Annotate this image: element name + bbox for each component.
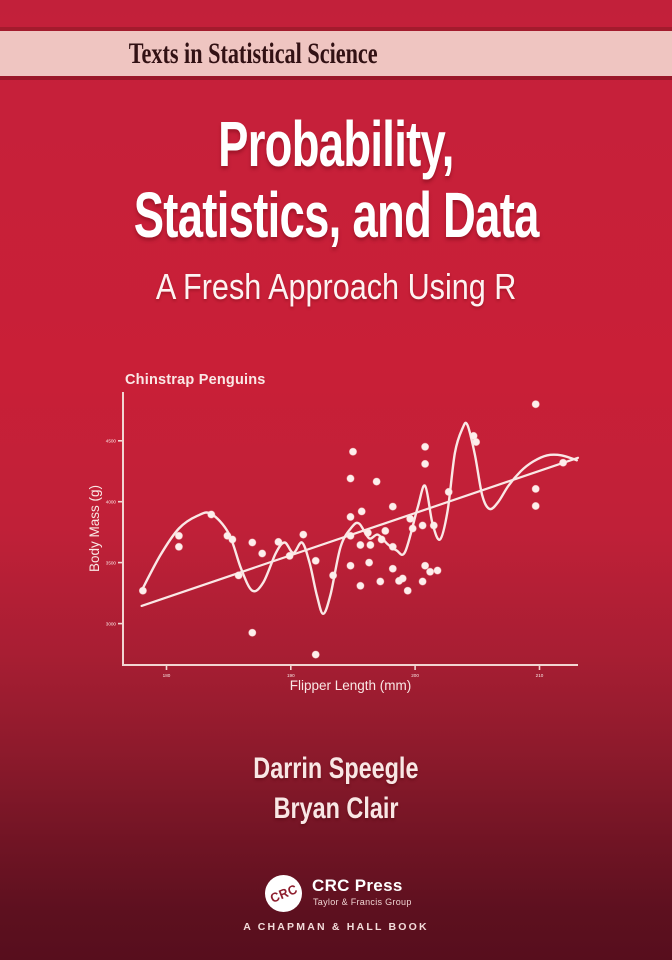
data-point xyxy=(348,447,357,456)
data-point xyxy=(531,501,540,510)
authors-block: Darrin Speegle Bryan Clair xyxy=(0,749,672,829)
chart-axes xyxy=(122,392,578,666)
data-point xyxy=(274,537,283,546)
data-point xyxy=(408,524,417,533)
data-point xyxy=(388,542,397,551)
data-point xyxy=(356,581,365,590)
data-point xyxy=(234,571,243,580)
data-point xyxy=(531,400,540,409)
data-point xyxy=(403,586,412,595)
data-point xyxy=(248,628,257,637)
data-point xyxy=(363,528,372,537)
data-point xyxy=(311,650,320,659)
author-1: Darrin Speegle xyxy=(0,749,672,789)
data-point xyxy=(381,526,390,535)
data-point xyxy=(559,458,568,467)
data-point xyxy=(421,561,430,570)
series-band: Texts in Statistical Science xyxy=(0,27,672,80)
y-axis-tick-label: 3500 xyxy=(106,560,117,565)
data-point xyxy=(472,437,481,446)
data-point xyxy=(388,564,397,573)
data-point xyxy=(346,474,355,483)
x-axis-label: Flipper Length (mm) xyxy=(290,678,412,693)
book-title-text-2: Statistics, and Data xyxy=(133,179,540,251)
book-subtitle-text: A Fresh Approach Using R xyxy=(155,266,517,307)
data-point xyxy=(299,530,308,539)
data-point xyxy=(377,535,386,544)
data-point xyxy=(418,577,427,586)
data-point xyxy=(398,574,407,583)
book-subtitle: A Fresh Approach Using R xyxy=(0,264,672,310)
data-point xyxy=(207,510,216,519)
smooth-curve xyxy=(140,421,578,615)
data-point xyxy=(329,571,338,580)
series-band-inner: Texts in Statistical Science xyxy=(0,31,506,76)
book-title-line-1: Probability, xyxy=(0,109,672,180)
data-point xyxy=(174,531,183,540)
data-point xyxy=(138,586,147,595)
data-point xyxy=(346,561,355,570)
chart-title: Chinstrap Penguins xyxy=(125,372,266,388)
y-axis-label: Body Mass (g) xyxy=(87,485,102,572)
data-point xyxy=(429,521,438,530)
data-point xyxy=(444,487,453,496)
data-point xyxy=(346,531,355,540)
data-point xyxy=(376,577,385,586)
data-point xyxy=(418,521,427,530)
data-point xyxy=(346,512,355,521)
data-point xyxy=(366,541,375,550)
x-axis-tick-label: 200 xyxy=(411,673,419,678)
data-point xyxy=(228,535,237,544)
title-block: Probability, Statistics, and Data A Fres… xyxy=(0,109,672,310)
author-1-name: Darrin Speegle xyxy=(253,752,419,785)
x-axis-tick-label: 190 xyxy=(287,673,295,678)
data-point xyxy=(421,442,430,451)
y-axis-tick-label: 4000 xyxy=(106,500,117,505)
data-point xyxy=(421,459,430,468)
data-point xyxy=(372,477,381,486)
data-point xyxy=(388,502,397,511)
x-axis-tick-label: 180 xyxy=(163,673,171,678)
y-axis-tick-label: 3000 xyxy=(106,621,117,626)
data-point xyxy=(426,567,435,576)
data-point xyxy=(356,541,365,550)
regression-line xyxy=(140,456,580,608)
data-point xyxy=(365,558,374,567)
y-axis-tick-label: 4500 xyxy=(106,439,117,444)
data-point xyxy=(433,566,442,575)
data-point xyxy=(174,542,183,551)
series-title: Texts in Statistical Science xyxy=(128,37,378,70)
data-point xyxy=(311,556,320,565)
author-2: Bryan Clair xyxy=(0,789,672,829)
author-2-name: Bryan Clair xyxy=(273,792,399,825)
x-axis-tick-label: 210 xyxy=(536,673,544,678)
data-point xyxy=(406,514,415,523)
book-title-line-2: Statistics, and Data xyxy=(0,180,672,251)
data-point xyxy=(248,538,257,547)
data-point xyxy=(258,549,267,558)
data-point xyxy=(357,507,366,516)
data-point xyxy=(285,551,294,560)
data-point xyxy=(531,484,540,493)
book-title-text-1: Probability, xyxy=(218,108,454,180)
